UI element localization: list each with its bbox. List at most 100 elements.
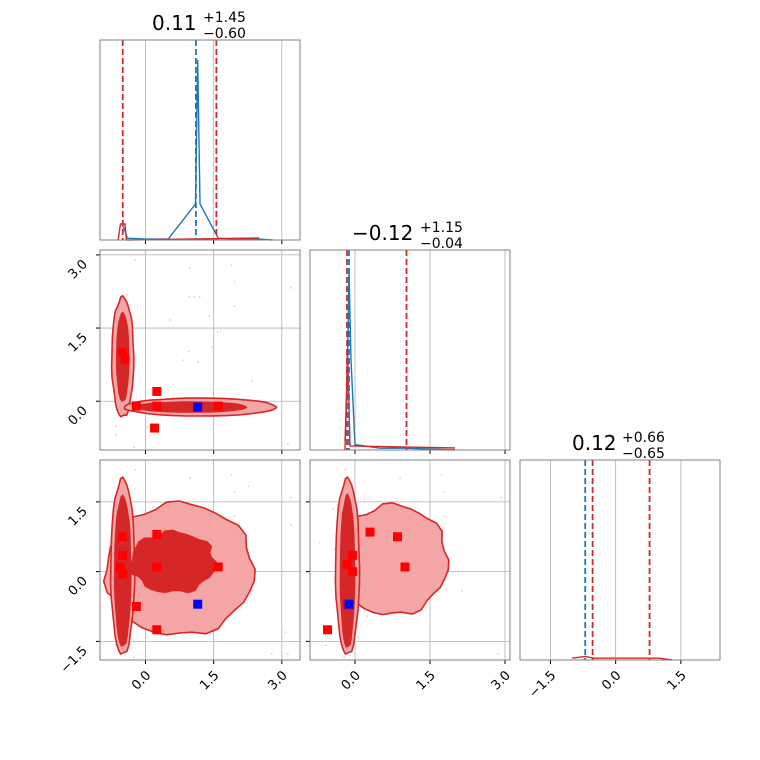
p21-scatter-point-17 <box>188 295 191 298</box>
p21-blue-marker-0 <box>193 402 203 412</box>
p21-scatter-point-20 <box>169 319 172 321</box>
p21-scatter-point-14 <box>182 359 185 361</box>
p21-red-marker-1 <box>120 355 130 365</box>
x1-tick-label-1: 1.5 <box>197 668 222 693</box>
p31-red-marker-7 <box>131 602 141 612</box>
p21-scatter-point-16 <box>133 446 136 448</box>
p32-scatter-point-12 <box>333 547 336 550</box>
p32-scatter-point-27 <box>399 477 401 479</box>
p21-scatter-point-21 <box>115 434 117 437</box>
p32-red-marker-4 <box>393 532 402 542</box>
y2-tick-label-1: 1.5 <box>66 330 91 355</box>
p31-scatter-point-30 <box>290 524 292 526</box>
p32-scatter-point-25 <box>460 589 463 592</box>
x3-tick-label-1: 0.0 <box>599 668 624 693</box>
p32-frame <box>309 459 511 661</box>
p32-scatter-point-15 <box>443 515 446 518</box>
p31-red-marker-8 <box>213 562 223 572</box>
p32-scatter-point-5 <box>366 615 368 618</box>
p31-scatter-point-38 <box>284 631 287 633</box>
y3-tick-label-2: 1.5 <box>66 504 91 529</box>
y3-tick-label-1: 0.0 <box>66 574 91 599</box>
p21-scatter-point-18 <box>208 315 211 317</box>
p31-scatter-point-25 <box>250 589 253 592</box>
p31-scatter-point-8 <box>233 490 236 493</box>
title-param-2: −0.12 <box>352 221 413 245</box>
p21-red-marker-4 <box>150 423 160 433</box>
x3-tick-label-2: 1.5 <box>664 668 689 693</box>
title-param-2-plus: +1.15 <box>420 220 463 236</box>
p32-scatter-point-16 <box>343 656 345 658</box>
p31-scatter-point-37 <box>270 652 273 655</box>
p11-red-hist <box>117 223 260 241</box>
title-param-1-plus: +1.45 <box>203 10 246 26</box>
p32-blue-marker-0 <box>344 599 354 609</box>
p31-red-marker-5 <box>152 562 162 572</box>
p31-blue-marker-0 <box>193 599 203 609</box>
p32-scatter-point-3 <box>324 634 327 637</box>
y2-tick-label-2: 3.0 <box>66 257 91 282</box>
p21-red-marker-6 <box>213 401 223 411</box>
p32-scatter-point-28 <box>318 541 321 544</box>
p21-red-marker-3 <box>152 401 162 411</box>
p21-scatter-point-8 <box>233 280 236 283</box>
y3-tick-label-0: −1.5 <box>58 644 91 677</box>
p31-scatter-point-6 <box>230 474 233 477</box>
p22-hist-0 <box>344 269 456 451</box>
title-param-1-value: 0.11 <box>152 11 197 35</box>
y2-tick-label-0: 0.0 <box>66 403 91 428</box>
p32-scatter-point-7 <box>408 506 411 508</box>
p33-frame <box>519 459 721 661</box>
x2-tick-label-0: 0.0 <box>339 668 364 693</box>
p31-frame <box>99 459 301 661</box>
p21-frame <box>99 249 301 451</box>
x2-tick-label-2: 3.0 <box>489 668 514 693</box>
p31-contour-inner <box>127 529 218 594</box>
p21-scatter-point-6 <box>230 264 233 267</box>
p21-scatter-point-25 <box>250 379 253 382</box>
p31-scatter-point-35 <box>247 485 250 488</box>
p21-scatter-point-2 <box>187 350 190 353</box>
p32-scatter-point-1 <box>332 507 334 510</box>
p21-scatter-point-26 <box>126 293 129 296</box>
p32-scatter-point-11 <box>496 653 499 655</box>
x2-tick-label-1: 1.5 <box>414 668 439 693</box>
p21-scatter-point-23 <box>193 296 196 299</box>
p21-scatter-point-10 <box>134 259 137 261</box>
p32-red-marker-3 <box>365 527 375 537</box>
p11-frame <box>99 39 301 241</box>
p31-scatter-point-10 <box>134 469 137 471</box>
p21-scatter-point-4 <box>217 331 219 334</box>
title-param-1: 0.11 <box>152 11 197 35</box>
p32-red-marker-2 <box>348 550 357 560</box>
p21-red-marker-5 <box>131 401 141 411</box>
x3-tick-label-0: −1.5 <box>526 668 559 701</box>
p21-scatter-point-3 <box>114 424 117 427</box>
p21-scatter-point-27 <box>189 267 192 269</box>
p31-scatter-point-34 <box>151 506 154 509</box>
title-param-3-plus: +0.66 <box>622 430 665 446</box>
title-param-2-minus: −0.04 <box>420 236 463 252</box>
p31-red-marker-3 <box>118 569 128 579</box>
p32-red-marker-1 <box>342 560 352 570</box>
p32-red-marker-5 <box>400 562 410 572</box>
p31-scatter-point-16 <box>133 656 136 658</box>
p31-red-marker-6 <box>152 625 162 635</box>
p31-red-marker-4 <box>152 529 162 539</box>
p32-scatter-point-13 <box>500 496 502 499</box>
p22-frame <box>309 249 511 451</box>
p21-scatter-point-11 <box>286 443 289 445</box>
p32-scatter-point-21 <box>325 644 327 647</box>
p31-scatter-point-15 <box>233 515 236 518</box>
p33-hist-0 <box>572 655 673 661</box>
x1-tick-label-0: 0.0 <box>129 668 154 693</box>
p21-scatter-point-0 <box>197 361 200 364</box>
p32-scatter-point-29 <box>445 588 448 591</box>
p31-red-marker-0 <box>118 532 128 542</box>
p21-scatter-point-15 <box>233 305 236 308</box>
title-param-1-minus: −0.60 <box>203 26 246 42</box>
p32-scatter-point-22 <box>356 635 359 638</box>
p31-scatter-point-11 <box>286 653 289 655</box>
p32-scatter-point-26 <box>336 503 339 506</box>
